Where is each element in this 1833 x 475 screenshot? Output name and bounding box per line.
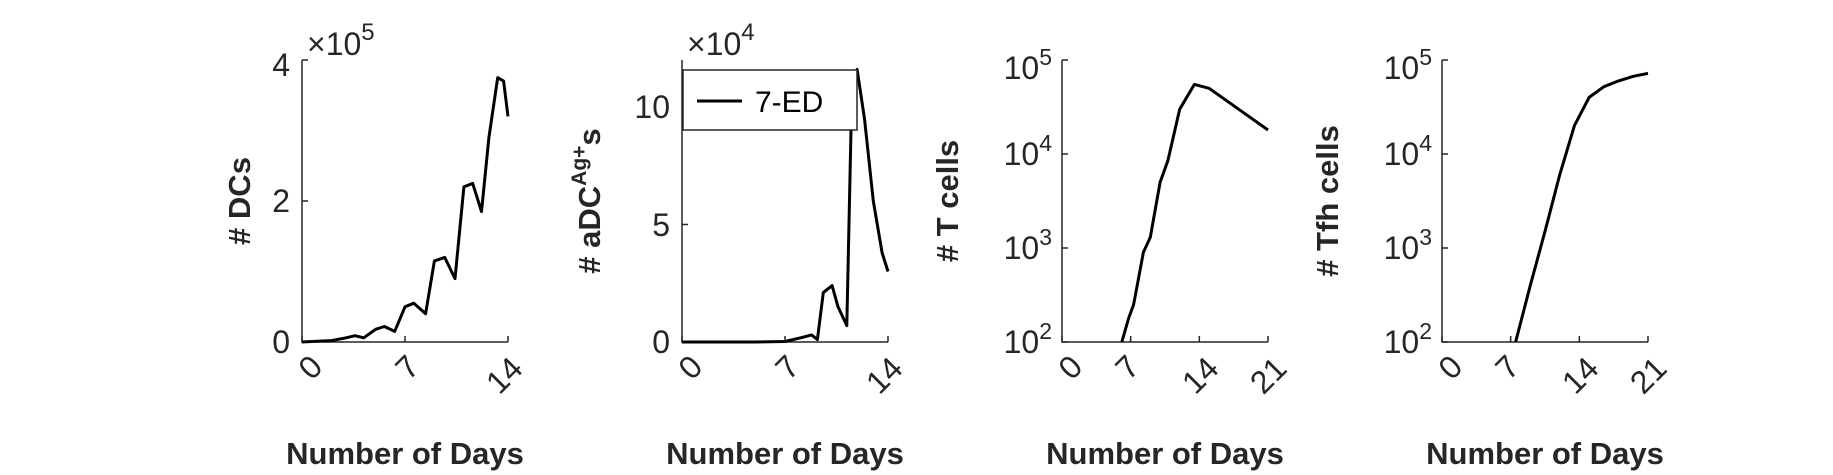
ytick-exp: 3	[1039, 224, 1052, 250]
ytick-base: 10	[1384, 324, 1420, 360]
axes-frame	[1061, 60, 1268, 343]
ytick-base: 10	[1384, 230, 1420, 266]
panel-tfh-cells: 102 103 104 105 0 7 14 21 Number of Days…	[1310, 44, 1674, 471]
ytick-exp: 4	[1419, 130, 1432, 156]
panel-adcs: 0 5 10 ×104 7-ED 0 7 14 Number of Days #…	[568, 19, 910, 471]
ytick-marks	[1062, 59, 1068, 343]
x-axis-label: Number of Days	[1046, 436, 1284, 471]
x-axis-label: Number of Days	[286, 436, 524, 471]
ytick-marks	[302, 59, 308, 343]
ytick-base: 10	[1004, 50, 1040, 86]
xtick-marks	[1441, 336, 1649, 342]
xtick-label: 21	[1243, 350, 1294, 401]
y-multiplier-base: ×10	[307, 26, 361, 62]
panel-dcs: 0 2 4 ×105 0 7 14 Number of Days # DCs	[222, 19, 530, 471]
xtick-label: 14	[1555, 350, 1606, 401]
ytick-base: 10	[1004, 324, 1040, 360]
ytick-label: 0	[652, 324, 670, 360]
ytick-marks	[682, 106, 688, 343]
ytick-label: 4	[272, 47, 290, 83]
ytick-label: 104	[1004, 130, 1053, 172]
x-axis-label: Number of Days	[1426, 436, 1664, 471]
ytick-label: 105	[1384, 44, 1432, 86]
ytick-base: 10	[1004, 230, 1040, 266]
ytick-exp: 3	[1419, 224, 1432, 250]
ytick-label: 104	[1384, 130, 1433, 172]
xtick-label: 7	[388, 348, 426, 386]
y-multiplier-base: ×10	[687, 26, 741, 62]
ytick-label: 102	[1384, 318, 1432, 360]
xtick-label: 14	[859, 350, 910, 401]
y-axis-label-suffix: s	[572, 128, 607, 145]
y-multiplier-exp: 4	[741, 19, 754, 46]
xtick-label: 7	[1488, 348, 1526, 386]
y-multiplier: ×105	[307, 19, 375, 62]
ytick-base: 10	[1004, 136, 1040, 172]
ytick-exp: 4	[1039, 130, 1052, 156]
ytick-base: 10	[1384, 136, 1420, 172]
xtick-label: 14	[1175, 350, 1226, 401]
ytick-label: 5	[652, 207, 670, 243]
ytick-exp: 2	[1039, 318, 1052, 344]
ytick-exp: 5	[1419, 44, 1432, 70]
ytick-label: 103	[1004, 224, 1052, 266]
xtick-label: 0	[671, 348, 709, 386]
y-axis-label: # DCs	[222, 157, 257, 245]
xtick-label: 7	[768, 348, 806, 386]
ytick-exp: 5	[1039, 44, 1052, 70]
y-multiplier: ×104	[687, 19, 755, 62]
xtick-marks	[1061, 336, 1269, 342]
y-axis-label: # aDCAg+s	[568, 128, 607, 273]
y-axis-label: # Tfh cells	[1310, 125, 1345, 277]
axes-frame	[1441, 60, 1648, 343]
ytick-label: 105	[1004, 44, 1052, 86]
y-axis-label: # T cells	[930, 140, 965, 262]
xtick-label: 7	[1108, 348, 1146, 386]
ytick-exp: 2	[1419, 318, 1432, 344]
y-axis-label-sup: Ag+	[568, 146, 591, 186]
y-axis-label-main: # aDC	[572, 186, 607, 274]
series-line	[1514, 71, 1649, 343]
ytick-label: 10	[634, 89, 670, 125]
ytick-label: 0	[272, 324, 290, 360]
ytick-base: 10	[1384, 50, 1420, 86]
y-multiplier-exp: 5	[361, 19, 374, 46]
legend-entry: 7-ED	[755, 86, 823, 119]
xtick-label: 0	[1431, 348, 1469, 386]
panel-t-cells: 102 103 104 105 0 7 14 21 Number of Days…	[930, 44, 1294, 471]
ytick-label: 103	[1384, 224, 1432, 266]
series-line	[682, 67, 890, 344]
legend: 7-ED	[682, 69, 858, 131]
xtick-label: 21	[1623, 350, 1674, 401]
x-axis-label: Number of Days	[666, 436, 904, 471]
xtick-label: 0	[1051, 348, 1089, 386]
series-line	[301, 76, 510, 344]
xtick-label: 0	[291, 348, 329, 386]
xtick-label: 14	[479, 350, 530, 401]
ytick-label: 102	[1004, 318, 1052, 360]
ytick-marks	[1442, 59, 1448, 343]
series-line	[1120, 82, 1269, 343]
ytick-label: 2	[272, 183, 290, 219]
